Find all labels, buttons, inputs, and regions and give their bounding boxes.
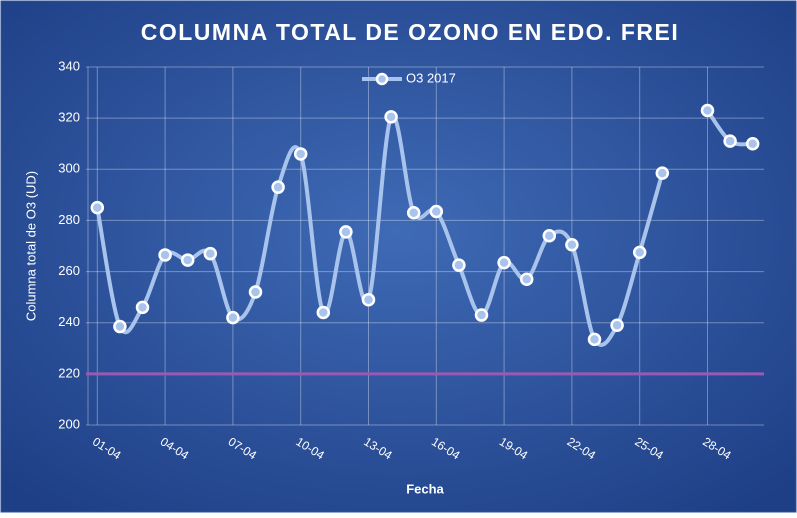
data-point: [339, 225, 353, 239]
x-axis-label: Fecha: [406, 481, 444, 496]
data-point: [135, 300, 150, 315]
data-point: [226, 310, 240, 325]
data-point: [700, 103, 715, 118]
data-point: [519, 272, 534, 286]
data-point: [271, 180, 285, 194]
y-tick-label: 200: [58, 416, 80, 431]
data-point: [361, 292, 376, 307]
data-point: [384, 110, 398, 124]
data-point: [497, 255, 511, 270]
data-point: [542, 229, 557, 243]
data-point: [610, 318, 624, 333]
legend-label: O3 2017: [406, 70, 456, 85]
line-series: [95, 113, 665, 347]
y-tick-label: 320: [58, 110, 80, 125]
y-tick-label: 240: [58, 314, 80, 329]
data-point: [293, 147, 308, 161]
y-tick-label: 280: [58, 212, 80, 227]
y-tick-label: 300: [58, 161, 80, 176]
data-point: [203, 246, 218, 261]
legend-marker: [375, 72, 389, 86]
data-point: [452, 258, 466, 272]
data-point: [180, 253, 195, 267]
data-point: [632, 245, 647, 260]
data-point: [429, 204, 444, 219]
data-point: [655, 166, 670, 180]
data-point: [565, 237, 579, 252]
data-point: [745, 136, 760, 151]
data-point: [248, 285, 263, 299]
data-point: [90, 200, 105, 215]
y-tick-label: 220: [58, 365, 80, 380]
data-point: [406, 206, 421, 220]
y-axis-label: Columna total de O3 (UD): [23, 171, 38, 321]
data-point: [474, 308, 489, 322]
data-point: [158, 248, 172, 262]
chart-title: COLUMNA TOTAL DE OZONO EN EDO. FREI: [141, 19, 680, 45]
y-tick-label: 340: [58, 58, 80, 73]
data-point: [723, 134, 737, 148]
data-point: [113, 319, 127, 334]
y-tick-label: 260: [58, 263, 80, 278]
data-point: [316, 305, 331, 320]
data-point: [587, 332, 602, 347]
